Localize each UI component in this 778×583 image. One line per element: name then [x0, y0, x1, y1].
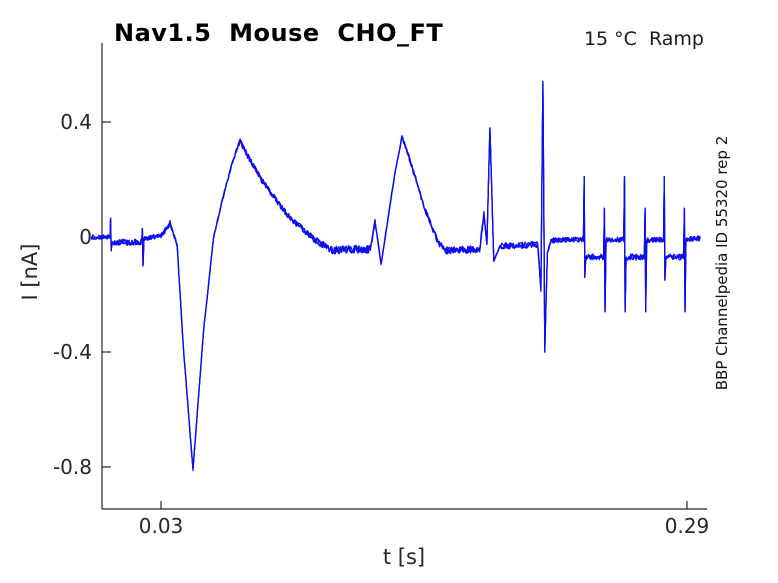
y-tick-label-2: -0.4 [52, 340, 92, 364]
side-watermark: BBP Channelpedia ID 55320 rep 2 [713, 135, 731, 391]
chart-title: Nav1.5 Mouse CHO_FT [114, 19, 444, 47]
y-tick-label-1: 0 [79, 225, 92, 249]
y-tick-label-0: 0.4 [60, 110, 92, 134]
temperature-ramp-annotation: 15 °C Ramp [583, 28, 704, 50]
x-tick-label-0: 0.03 [138, 514, 184, 538]
y-axis-label: I [nA] [18, 243, 42, 301]
axes-lines [101, 43, 707, 510]
trace-pass [90, 81, 701, 470]
y-tick-label-3: -0.8 [52, 455, 92, 479]
x-tick-label-1: 0.29 [664, 514, 710, 538]
trace-pass [90, 80, 701, 470]
trace-pass [90, 80, 701, 472]
current-trace [90, 80, 701, 472]
x-axis-label: t [s] [382, 545, 426, 569]
